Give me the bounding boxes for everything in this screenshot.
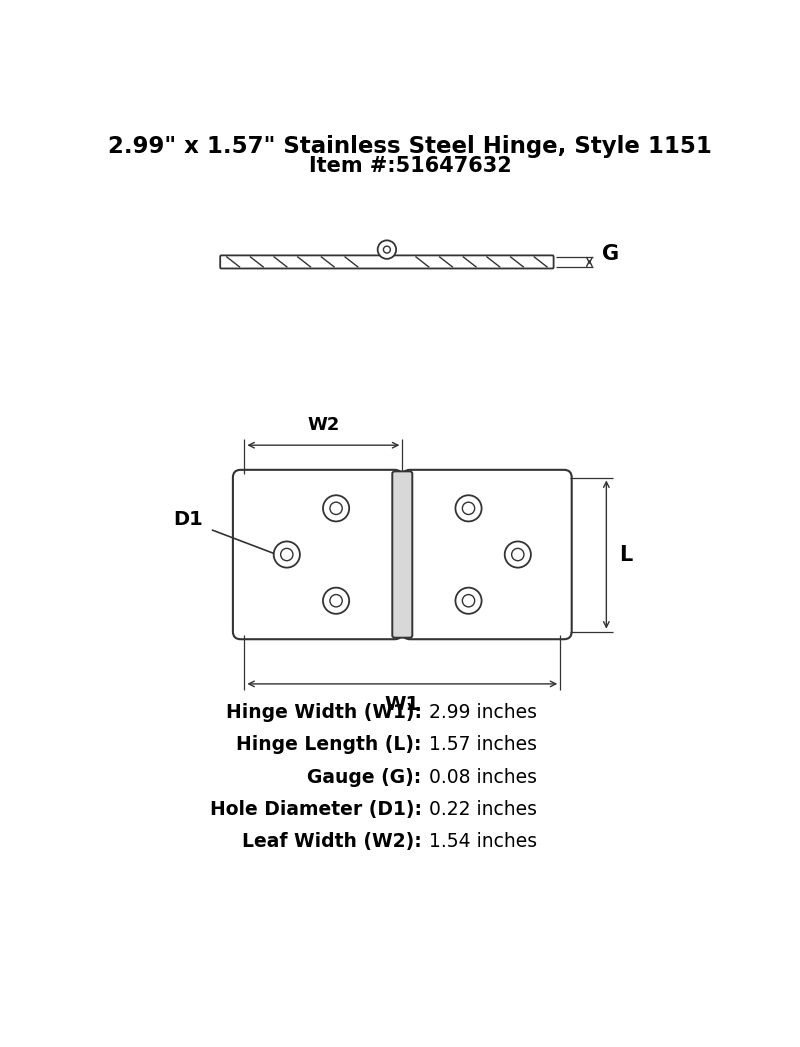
Text: Hole Diameter (D1):: Hole Diameter (D1): — [210, 800, 422, 819]
Text: G: G — [602, 244, 619, 264]
Text: 1.57 inches: 1.57 inches — [430, 735, 538, 754]
Circle shape — [330, 595, 342, 607]
FancyBboxPatch shape — [233, 470, 402, 640]
Text: 0.22 inches: 0.22 inches — [430, 800, 538, 819]
Circle shape — [455, 495, 482, 521]
Text: Item #:51647632: Item #:51647632 — [309, 156, 511, 176]
Circle shape — [323, 495, 349, 521]
FancyBboxPatch shape — [392, 471, 412, 638]
Text: 2.99 inches: 2.99 inches — [430, 703, 538, 721]
Circle shape — [383, 246, 390, 253]
Circle shape — [505, 541, 531, 567]
Text: Leaf Width (W2):: Leaf Width (W2): — [242, 832, 422, 851]
Text: Gauge (G):: Gauge (G): — [307, 767, 422, 786]
Text: D1: D1 — [174, 510, 203, 530]
Circle shape — [330, 503, 342, 514]
FancyBboxPatch shape — [220, 255, 554, 268]
Text: Hinge Width (W1):: Hinge Width (W1): — [226, 703, 422, 721]
Text: Hinge Length (L):: Hinge Length (L): — [236, 735, 422, 754]
Circle shape — [378, 241, 396, 259]
Circle shape — [274, 541, 300, 567]
Text: W2: W2 — [307, 417, 339, 435]
Circle shape — [323, 587, 349, 614]
Text: 2.99" x 1.57" Stainless Steel Hinge, Style 1151: 2.99" x 1.57" Stainless Steel Hinge, Sty… — [108, 135, 712, 158]
Text: L: L — [618, 544, 632, 564]
Circle shape — [462, 503, 474, 514]
Circle shape — [455, 587, 482, 614]
Text: 0.08 inches: 0.08 inches — [430, 767, 538, 786]
Text: W1: W1 — [385, 694, 420, 714]
Circle shape — [462, 595, 474, 607]
Circle shape — [281, 549, 293, 561]
Text: 1.54 inches: 1.54 inches — [430, 832, 538, 851]
FancyBboxPatch shape — [402, 470, 572, 640]
Circle shape — [512, 549, 524, 561]
